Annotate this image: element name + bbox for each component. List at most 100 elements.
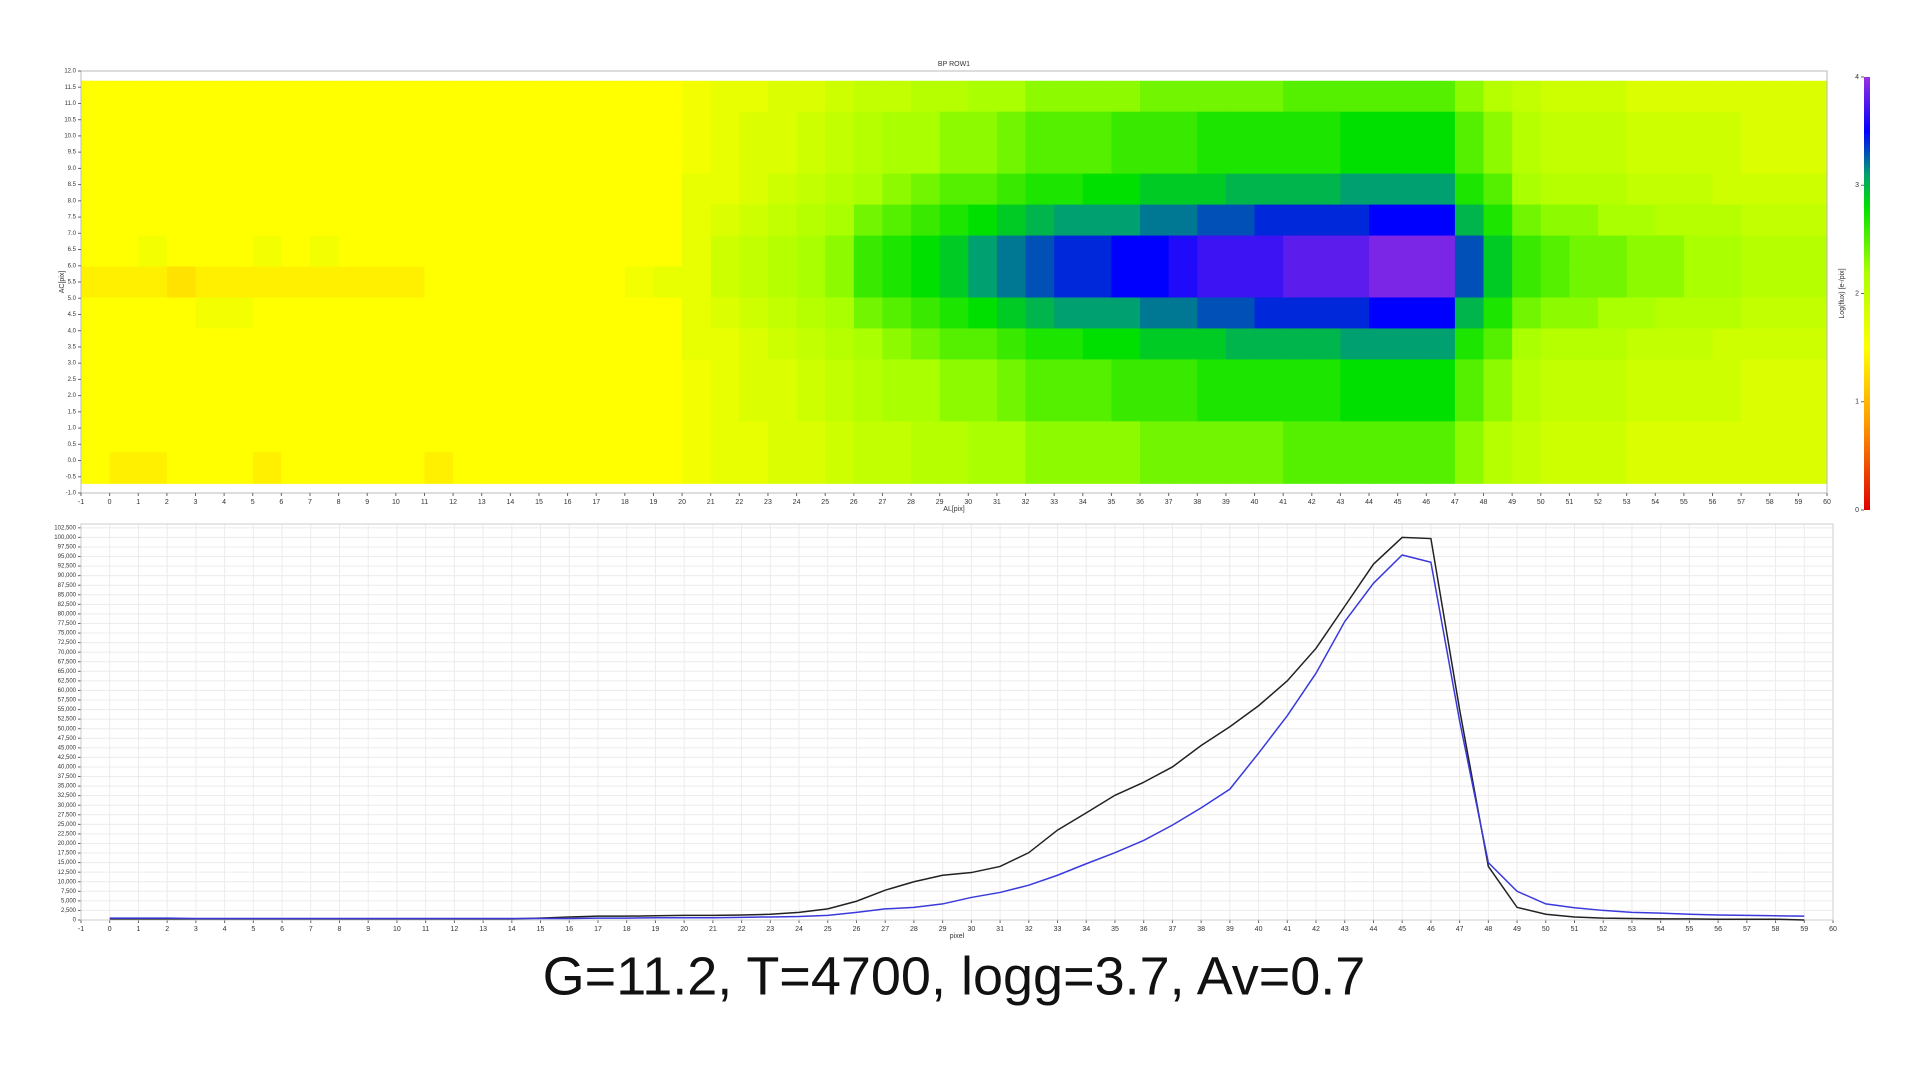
heat-cell	[1769, 173, 1799, 206]
heat-cell	[1626, 359, 1656, 391]
heat-cell	[1054, 359, 1084, 391]
heat-cell	[1426, 297, 1456, 330]
heat-cell	[1454, 421, 1485, 453]
x-tick-label: 15	[537, 926, 545, 933]
x-tick-label: 24	[793, 499, 801, 506]
heat-cell	[81, 204, 111, 237]
heat-cell	[1397, 390, 1427, 422]
heat-cell	[1225, 266, 1256, 299]
heat-cell	[567, 111, 597, 144]
x-axis-label: pixel	[950, 933, 965, 940]
heat-cell	[481, 390, 511, 422]
heat-cell	[1197, 111, 1227, 144]
x-tick-label: 50	[1542, 926, 1550, 933]
heat-cell	[682, 266, 712, 299]
heat-cell	[1798, 111, 1828, 144]
heat-cell	[911, 297, 941, 330]
heat-cell	[109, 204, 139, 237]
y-tick-label: 87,500	[58, 583, 77, 589]
heat-cell	[538, 204, 569, 237]
heat-cell	[510, 452, 540, 484]
x-tick-label: 37	[1165, 499, 1173, 506]
heat-cell	[453, 173, 483, 206]
heat-cell	[1025, 266, 1055, 299]
heat-cell	[424, 173, 454, 206]
heat-cell	[682, 204, 712, 237]
heat-cell	[1054, 421, 1084, 453]
heat-cell	[481, 80, 511, 113]
colorbar-label: Log(flux) [e-/pix]	[1839, 268, 1846, 318]
heat-cell	[224, 359, 254, 391]
heat-cell	[939, 80, 969, 113]
heat-cell	[653, 359, 683, 391]
heat-cell	[1111, 235, 1141, 268]
heat-cell	[567, 359, 597, 391]
heat-cell	[825, 111, 855, 144]
heat-cell	[653, 452, 683, 484]
heat-cell	[1082, 390, 1113, 422]
heat-cell	[1683, 297, 1714, 330]
heat-cell	[281, 266, 311, 299]
heat-cell	[1598, 452, 1628, 484]
heat-cell	[911, 204, 941, 237]
x-tick-label: 29	[936, 499, 944, 506]
heat-cell	[309, 80, 340, 113]
heat-cell	[710, 359, 740, 391]
heat-cell	[567, 297, 597, 330]
heat-cell	[1512, 204, 1542, 237]
heat-cell	[1483, 204, 1513, 237]
heat-cell	[567, 266, 597, 299]
heat-cell	[1311, 173, 1342, 206]
y-tick-label: 11.0	[65, 101, 77, 107]
heat-cell	[1712, 204, 1742, 237]
heat-cell	[1598, 328, 1628, 361]
heat-cell	[309, 142, 340, 175]
heat-cell	[1626, 421, 1656, 453]
heat-cell	[1540, 80, 1570, 113]
x-tick-label: 34	[1082, 926, 1090, 933]
heat-cell	[911, 328, 941, 361]
x-tick-label: 59	[1794, 499, 1802, 506]
heat-cell	[710, 266, 740, 299]
heat-cell	[796, 142, 826, 175]
heat-cell	[166, 297, 197, 330]
heat-cell	[825, 328, 855, 361]
y-tick-label: 80,000	[58, 611, 77, 617]
heat-cell	[968, 173, 998, 206]
heat-cell	[796, 359, 826, 391]
heat-cell	[510, 390, 540, 422]
heat-cell	[1741, 297, 1771, 330]
x-tick-label: 2	[165, 926, 169, 933]
heat-cell	[138, 142, 168, 175]
heat-cell	[538, 111, 569, 144]
heat-cell	[567, 142, 597, 175]
heat-cell	[1225, 421, 1256, 453]
heat-cell	[682, 421, 712, 453]
heat-cell	[1168, 359, 1198, 391]
x-tick-label: 35	[1111, 926, 1119, 933]
heat-cell	[710, 297, 740, 330]
heat-cell	[367, 452, 397, 484]
y-tick-label: 12.0	[64, 69, 76, 75]
x-tick-label: 57	[1737, 499, 1745, 506]
y-tick-label: 62,500	[58, 678, 77, 684]
heat-cell	[1655, 421, 1685, 453]
heat-cell	[1712, 452, 1742, 484]
heat-cell	[395, 235, 426, 268]
heat-cell	[853, 452, 884, 484]
heat-cell	[195, 328, 225, 361]
heat-cell	[481, 421, 511, 453]
x-tick-label: 19	[652, 926, 660, 933]
heat-cell	[1798, 204, 1828, 237]
heat-cell	[453, 328, 483, 361]
heat-cell	[825, 204, 855, 237]
heat-cell	[1369, 297, 1399, 330]
heat-cell	[1369, 173, 1399, 206]
heat-cell	[510, 421, 540, 453]
y-tick-label: 8.5	[68, 182, 77, 188]
heat-cell	[624, 328, 655, 361]
heat-cell	[1454, 359, 1485, 391]
heat-cell	[653, 111, 683, 144]
heat-cell	[1225, 80, 1256, 113]
